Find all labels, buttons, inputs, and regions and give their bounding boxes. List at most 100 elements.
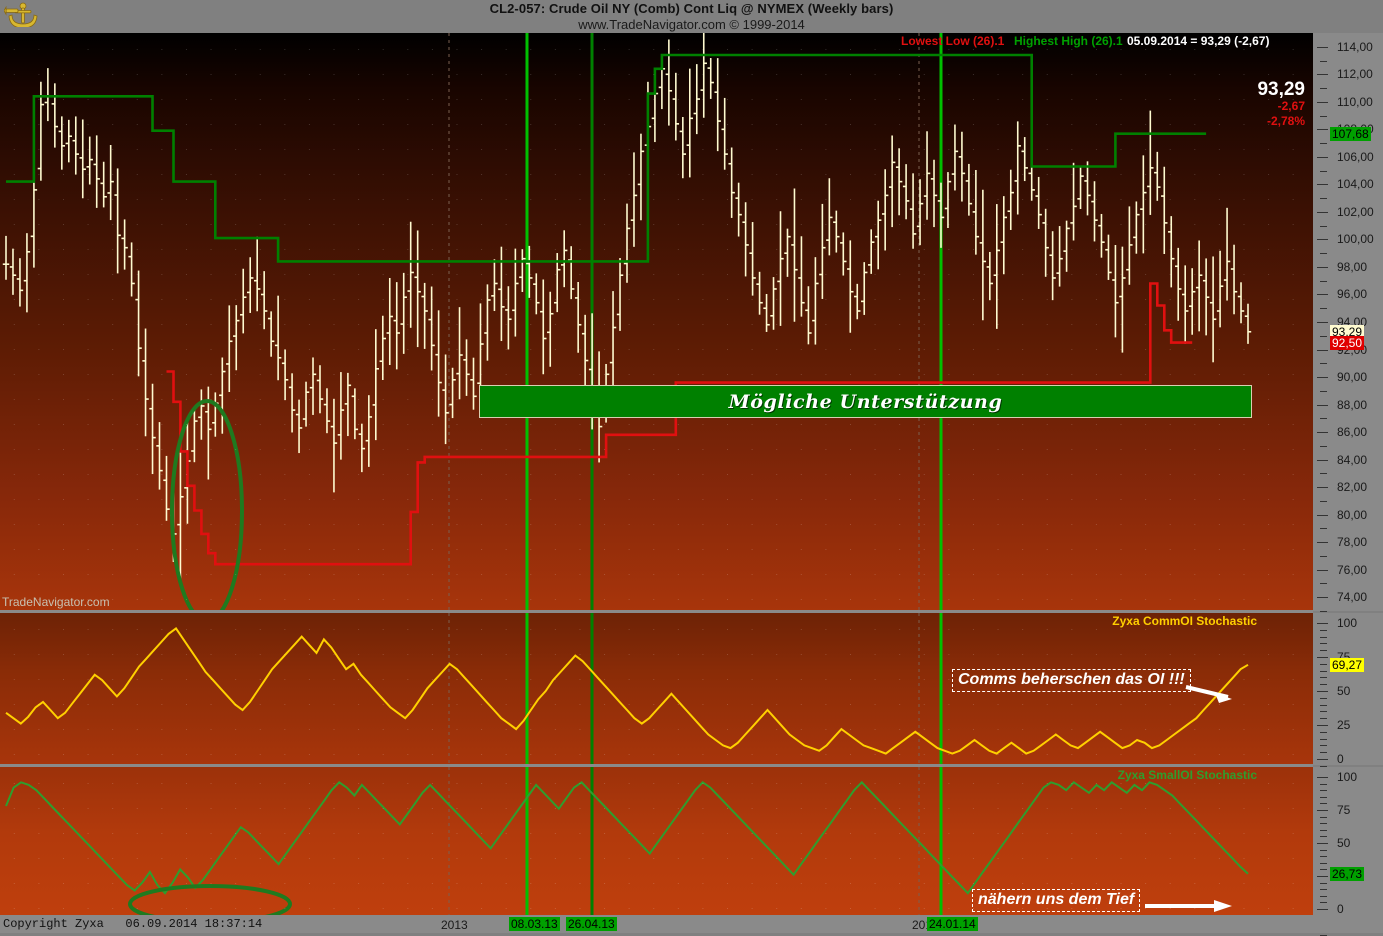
price-axis-label: 82,00 [1337,480,1368,495]
indicator-tick-minor [1320,902,1327,904]
price-pane[interactable]: Lowest Low (26).1 Highest High (26).1 05… [0,33,1313,611]
indicator-tick-minor [1320,711,1327,713]
watermark: TradeNavigator.com [2,595,110,609]
price-tick-minor [1320,60,1327,62]
indicator-tick-minor [1320,738,1327,740]
price-axis-label: 74,00 [1337,590,1368,605]
commoi-callout-arrow [1185,685,1232,703]
indicator-axis-label: 0 [1337,752,1344,766]
price-tick-minor [1320,363,1327,365]
smalloi-stochastic-line [5,780,1249,895]
highest-high-line [6,53,1207,263]
price-tick-minor [1320,390,1327,392]
indicator-axis-label: 50 [1337,684,1351,698]
chart-header: CL2-057: Crude Oil NY (Comb) Cont Liq @ … [0,0,1383,33]
indicator-tick [1317,657,1328,658]
price-tick [1317,377,1328,379]
indicator-tick-minor [1320,663,1327,665]
price-tick-minor [1320,583,1327,585]
price-tick-minor [1320,143,1327,145]
price-tick-minor [1320,308,1327,310]
indicator-tick-minor [1320,677,1327,679]
study-legend: Lowest Low (26).1 Highest High (26).1 05… [0,33,1313,49]
smalloi-plot-svg [5,767,1249,915]
price-axis-label: 80,00 [1337,507,1368,522]
price-tick [1317,322,1328,323]
indicator-tick-minor [1320,849,1327,851]
date-axis[interactable]: 2013 2014 08.03.13 26.04.13 24.01.14 [0,915,1383,933]
indicator-tick-minor [1320,783,1327,785]
price-axis-label: 114,00 [1337,39,1373,54]
indicator-tick [1317,691,1328,692]
commoi-plot-svg [5,613,1249,765]
indicator-tick-minor [1320,670,1327,672]
chart-title: CL2-057: Crude Oil NY (Comb) Cont Liq @ … [489,1,894,16]
date-axis-marker: 08.03.13 [509,917,560,931]
commoi-annotation[interactable]: Comms beherschen das OI !!! [952,669,1191,692]
price-axis[interactable]: 114,00112,00110,00108,00106,00104,00102,… [1313,33,1383,612]
price-axis-label: 86,00 [1337,425,1368,440]
indicator-tick-minor [1320,684,1327,686]
price-plot-svg [2,33,1252,611]
anchor-icon [4,1,46,27]
price-axis-label: 102,00 [1337,204,1374,219]
price-tick [1317,184,1328,186]
price-tick [1317,266,1328,268]
price-tick-minor [1320,170,1327,172]
indicator-tick-minor [1320,752,1327,754]
price-tick [1317,404,1328,406]
indicator-tick-minor [1320,718,1327,720]
price-axis-marker: 93,29 [1330,324,1365,339]
legend-lowest-low: Lowest Low (26).1 [901,34,1005,48]
price-tick [1317,459,1328,461]
price-tick-minor [1320,225,1327,227]
indicator-tick-minor [1320,882,1327,884]
smalloi-annotation[interactable]: nähern uns dem Tief [972,889,1141,912]
plot-area[interactable]: Lowest Low (26).1 Highest High (26).1 05… [0,33,1313,915]
price-tick-minor [1320,88,1327,90]
price-axis-label: 104,00 [1337,177,1374,192]
price-tick [1317,294,1328,296]
copyright-text: Copyright Zyxa 06.09.2014 18:37:14 [3,917,263,931]
price-tick [1317,156,1328,158]
indicator-tick-minor [1320,816,1327,818]
indicator-tick-minor [1320,790,1327,792]
indicator-axis-label: 50 [1337,836,1351,850]
price-tick-minor [1320,445,1327,447]
indicator-tick [1317,909,1328,910]
indicator-tick-minor [1320,823,1327,825]
commoi-stochastic-line [5,626,1249,755]
smalloi-axis[interactable]: 100755025026,73 [1313,767,1383,936]
commoi-axis[interactable]: 100755025069,27 [1313,613,1383,788]
price-axis-label: 110,00 [1337,94,1373,109]
indicator-tick [1317,876,1328,877]
price-tick [1317,597,1328,599]
quote-box: 93,29 -2,67 -2,78% [1257,80,1305,129]
smalloi-stochastic-pane[interactable]: Zyxa SmallOI Stochastic nähern uns dem T… [0,767,1313,915]
indicator-axis-label: 100 [1337,770,1358,784]
quote-change: -2,67 [1277,99,1305,113]
indicator-tick [1317,843,1328,844]
indicator-tick [1317,725,1328,726]
indicator-tick-minor [1320,765,1327,767]
price-tick [1317,569,1328,571]
price-tick [1317,211,1328,213]
price-tick-minor [1320,335,1327,337]
indicator-axis-label: 25 [1337,718,1351,732]
lowest-low-line [166,282,1193,566]
indicator-tick [1317,759,1328,760]
price-tick [1317,349,1328,351]
indicator-tick-minor [1320,895,1327,897]
price-tick-minor [1320,280,1327,282]
indicator-tick-minor [1320,796,1327,798]
price-tick-minor [1320,115,1327,117]
price-tick [1317,514,1328,516]
price-tick [1317,74,1328,76]
support-band-annotation[interactable]: Mögliche Unterstützung [479,385,1252,418]
legend-highest-high: Highest High (26).1 [1014,34,1123,48]
price-tick-minor [1320,555,1327,557]
price-axis-label: 96,00 [1337,287,1368,302]
price-tick-minor [1320,198,1327,200]
price-tick [1317,487,1328,489]
commoi-stochastic-pane[interactable]: Zyxa CommOI Stochastic Comms beherschen … [0,613,1313,765]
